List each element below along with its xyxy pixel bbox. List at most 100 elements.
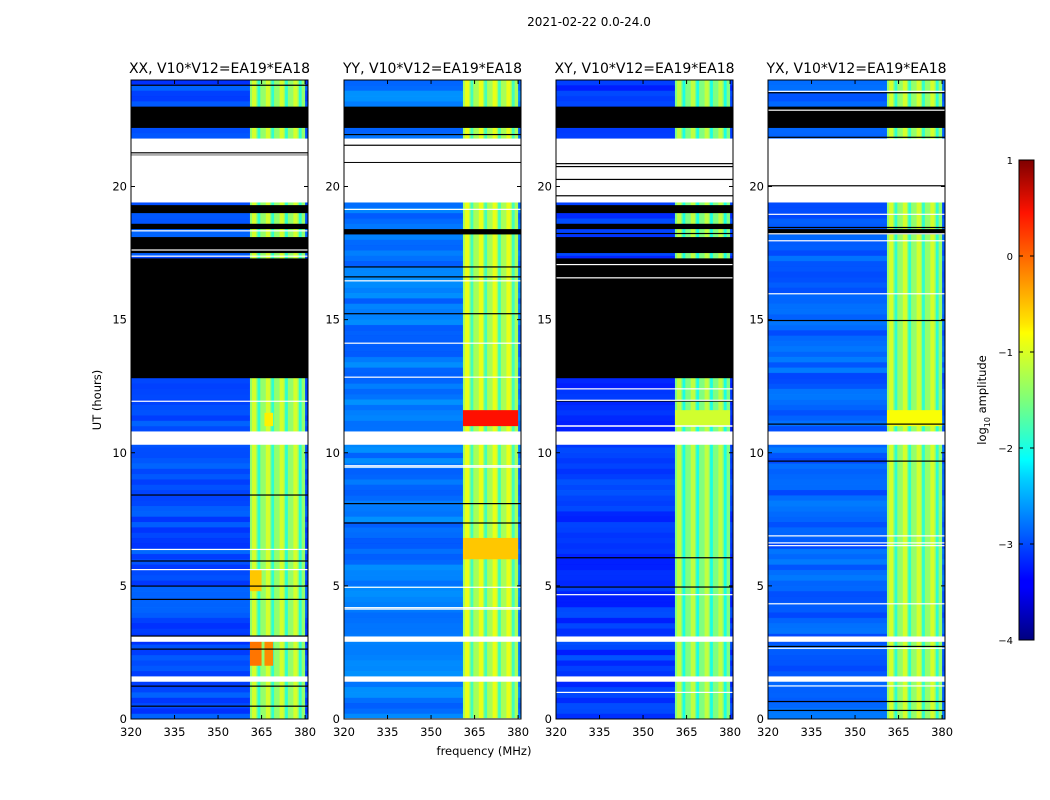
- noise-row: [344, 687, 521, 693]
- noise-row: [344, 537, 521, 544]
- x-tick-label: 335: [589, 725, 611, 739]
- noise-row: [131, 564, 308, 571]
- noise-row: [131, 383, 308, 390]
- noise-row: [768, 426, 945, 432]
- noise-row: [344, 394, 521, 400]
- stripe: [131, 271, 308, 273]
- stripe: [556, 195, 733, 197]
- flagged-range: [131, 106, 308, 128]
- noise-row: [556, 623, 733, 629]
- stripe: [556, 197, 733, 199]
- noise-row: [344, 681, 521, 688]
- stripe: [556, 277, 733, 279]
- noise-row: [131, 639, 308, 645]
- noise-row: [768, 250, 945, 257]
- panel-frame: [343, 79, 522, 720]
- missing-range: [556, 186, 733, 203]
- flagged-range: [131, 258, 308, 379]
- colorbar-tick-label: −1: [998, 348, 1013, 359]
- panel-2-image: [556, 80, 733, 719]
- noise-row: [344, 548, 521, 555]
- band-channel: [465, 80, 470, 719]
- stripe: [768, 647, 945, 649]
- y-tick-label: 0: [120, 712, 127, 726]
- noise-row: [556, 681, 733, 688]
- noise-row: [768, 585, 945, 592]
- y-tick-label: 20: [749, 180, 764, 194]
- noise-row: [768, 399, 945, 406]
- noise-row: [768, 207, 945, 214]
- noise-row: [768, 516, 945, 523]
- panels: XX, V10*V12=EA19*EA18 320 335 350 365 380 0 5 10…: [112, 61, 953, 739]
- noise-row: [344, 287, 521, 294]
- colorbar-tick-label: −2: [998, 444, 1013, 455]
- noise-row: [768, 537, 945, 544]
- stripe: [768, 545, 945, 547]
- stripe: [131, 255, 308, 257]
- colorbar-tick-label: −3: [998, 540, 1013, 551]
- missing-range: [768, 636, 945, 642]
- noise-row: [131, 495, 308, 501]
- noise-row: [131, 697, 308, 704]
- band-gap: [935, 80, 939, 719]
- band-gap: [710, 80, 713, 719]
- noise-row: [344, 665, 521, 672]
- noise-row: [344, 639, 521, 645]
- flagged-range: [131, 223, 308, 230]
- flagged-range: [768, 229, 945, 235]
- stripe: [556, 349, 733, 352]
- missing-range: [768, 676, 945, 682]
- noise-row: [556, 490, 733, 496]
- noise-row: [768, 564, 945, 571]
- band-gap: [894, 80, 898, 719]
- noise-row: [344, 271, 521, 278]
- y-tick-label: 15: [112, 313, 127, 327]
- noise-row: [131, 458, 308, 464]
- noise-row: [131, 90, 308, 97]
- noise-row: [556, 383, 733, 390]
- stripe: [556, 691, 733, 694]
- band-gap: [682, 80, 686, 719]
- noise-row: [131, 580, 308, 587]
- stripe: [768, 136, 945, 138]
- noise-row: [344, 692, 521, 698]
- noise-row: [556, 580, 733, 587]
- flagged-range: [768, 106, 945, 128]
- colorbar: 1 0 −1 −2 −3 −4 log10 amplitude: [975, 156, 1035, 647]
- noise-row: [131, 474, 308, 480]
- missing-range: [344, 431, 521, 445]
- x-tick-label: 365: [888, 725, 910, 739]
- noise-row: [131, 548, 308, 555]
- noise-row: [344, 697, 521, 704]
- noise-row: [344, 218, 521, 225]
- noise-row: [131, 665, 308, 672]
- band-channel: [506, 80, 511, 719]
- band-gap: [511, 80, 515, 719]
- noise-row: [131, 543, 308, 549]
- stripe: [768, 423, 945, 425]
- noise-row: [131, 463, 308, 470]
- noise-row: [768, 553, 945, 560]
- noise-row: [556, 250, 733, 257]
- stripe: [768, 645, 945, 648]
- noise-row: [768, 447, 945, 454]
- noise-row: [131, 708, 308, 714]
- noise-row: [556, 697, 733, 704]
- stripe: [344, 208, 521, 210]
- noise-row: [556, 90, 733, 97]
- noise-row: [768, 213, 945, 219]
- noise-row: [556, 665, 733, 672]
- noise-row: [131, 623, 308, 629]
- band-channel: [930, 80, 935, 719]
- missing-range: [131, 431, 308, 445]
- noise-row: [768, 474, 945, 480]
- missing-range: [131, 186, 308, 203]
- noise-row: [556, 85, 733, 91]
- noise-row: [768, 234, 945, 241]
- x-axis-label: frequency (MHz): [437, 744, 532, 758]
- noise-row: [556, 543, 733, 549]
- band-channel: [252, 80, 257, 719]
- noise-row: [344, 266, 521, 272]
- band-gap: [257, 80, 261, 719]
- noise-row: [131, 490, 308, 496]
